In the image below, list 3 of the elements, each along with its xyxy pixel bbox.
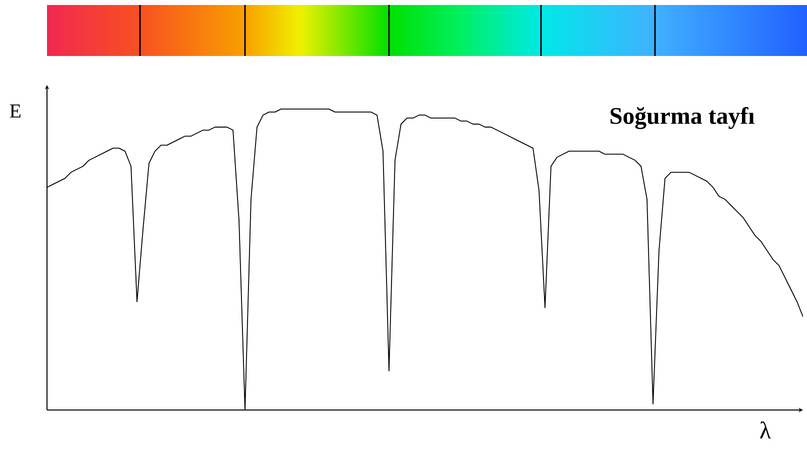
chart-title: Soğurma tayfı — [610, 106, 754, 130]
y-axis-title: E — [10, 104, 20, 118]
x-axis-title: λ — [760, 422, 771, 438]
